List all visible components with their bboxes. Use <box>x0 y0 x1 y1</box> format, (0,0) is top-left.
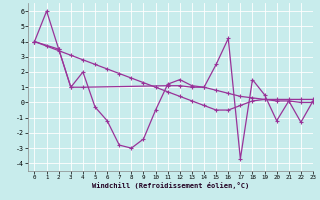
X-axis label: Windchill (Refroidissement éolien,°C): Windchill (Refroidissement éolien,°C) <box>92 182 249 189</box>
